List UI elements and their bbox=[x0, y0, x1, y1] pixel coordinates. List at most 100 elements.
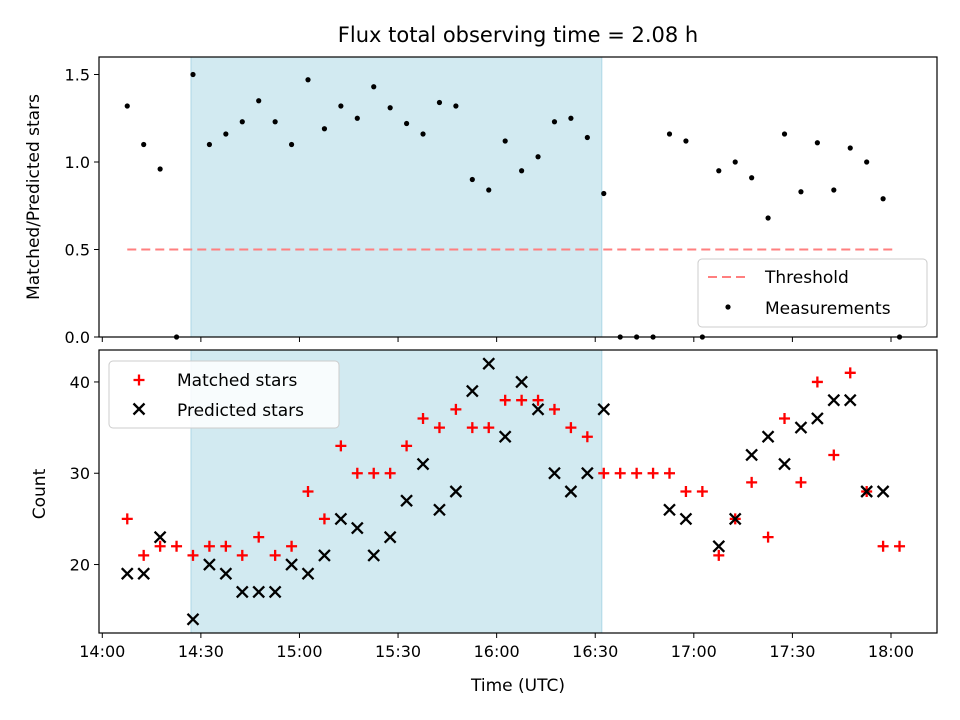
predicted-star-point bbox=[433, 503, 446, 517]
measurement-point bbox=[716, 168, 722, 174]
predicted-star-point bbox=[153, 530, 167, 544]
measurement-point bbox=[371, 84, 377, 90]
measurement-point bbox=[206, 141, 213, 148]
predicted-star-point bbox=[416, 457, 430, 471]
matched-star-point bbox=[516, 394, 528, 406]
bottom-y-tick-label: 30 bbox=[70, 464, 90, 483]
matched-star-point bbox=[154, 540, 166, 552]
measurement-point bbox=[436, 99, 443, 106]
predicted-star-point bbox=[581, 466, 594, 480]
legend-threshold-label: Threshold bbox=[764, 268, 849, 288]
predicted-star-point bbox=[564, 485, 578, 498]
bottom-x-tick-label: 16:00 bbox=[474, 642, 520, 661]
matched-star-point bbox=[368, 467, 380, 479]
predicted-star-point bbox=[252, 585, 266, 599]
matched-star-point bbox=[762, 531, 774, 543]
top-axes-frame bbox=[98, 56, 938, 338]
predicted-star-point bbox=[712, 539, 726, 553]
bottom-x-tick-label: 15:30 bbox=[375, 642, 421, 661]
top-shaded-region bbox=[190, 56, 603, 338]
x-axis-label: Time (UTC) bbox=[470, 676, 565, 696]
measurement-point bbox=[568, 115, 574, 121]
predicted-star-point bbox=[318, 549, 331, 562]
matched-star-point bbox=[138, 549, 150, 561]
top-y-tick-label: 0.5 bbox=[65, 241, 90, 260]
predicted-star-point bbox=[778, 457, 791, 471]
matched-star-point bbox=[253, 531, 265, 543]
matched-star-point bbox=[384, 467, 396, 479]
matched-star-point bbox=[696, 486, 708, 497]
predicted-star-point bbox=[482, 357, 496, 371]
matched-star-point bbox=[121, 513, 133, 525]
bottom-panel: 20 30 40 14:00 14:30 15:00 15:30 16:00 16:30 17:0… bbox=[70, 349, 938, 661]
matched-star-point bbox=[417, 412, 429, 424]
legend-measurements-swatch bbox=[725, 304, 731, 310]
legend-predicted-label: Predicted stars bbox=[177, 401, 304, 421]
matched-star-point bbox=[663, 467, 675, 479]
matched-star-point bbox=[433, 422, 445, 434]
predicted-star-point bbox=[827, 393, 841, 407]
measurement-point bbox=[223, 131, 229, 137]
matched-star-point bbox=[614, 467, 626, 479]
matched-star-point bbox=[828, 449, 840, 461]
measurement-point bbox=[880, 196, 886, 202]
measurement-point bbox=[732, 159, 738, 165]
predicted-star-point bbox=[794, 421, 808, 434]
bottom-x-tick-label: 17:30 bbox=[769, 642, 815, 661]
measurement-point bbox=[338, 103, 344, 109]
predicted-star-point bbox=[466, 384, 479, 398]
predicted-star-point bbox=[383, 530, 397, 544]
legend-measurements-label: Measurements bbox=[765, 299, 891, 319]
measurement-point bbox=[272, 119, 278, 125]
measurement-point bbox=[831, 187, 837, 193]
predicted-star-point bbox=[301, 567, 315, 580]
bottom-legend-box bbox=[108, 360, 340, 429]
legend-predicted-swatch bbox=[132, 402, 146, 416]
matched-star-point bbox=[713, 549, 725, 561]
matched-star-point bbox=[894, 540, 906, 552]
matched-star-point bbox=[318, 513, 330, 525]
measurement-point bbox=[453, 103, 459, 109]
bottom-x-tick-label: 14:00 bbox=[79, 642, 125, 661]
matched-star-point bbox=[565, 422, 577, 434]
measurement-point bbox=[814, 140, 820, 146]
matched-star-point bbox=[335, 440, 347, 452]
predicted-star-point bbox=[120, 567, 134, 580]
measurement-point bbox=[798, 189, 804, 195]
matched-star-point bbox=[171, 540, 183, 552]
predicted-star-point bbox=[745, 448, 758, 462]
matched-star-point bbox=[466, 422, 478, 434]
predicted-star-point bbox=[876, 485, 890, 498]
predicted-star-point bbox=[285, 558, 298, 571]
predicted-star-point bbox=[334, 512, 348, 526]
top-y-tick-label: 1.5 bbox=[65, 66, 90, 85]
measurement-point bbox=[288, 141, 295, 148]
measurement-point bbox=[765, 215, 771, 221]
bottom-axes-frame bbox=[98, 349, 938, 634]
measurement-point bbox=[584, 134, 590, 141]
measurement-point bbox=[141, 141, 147, 148]
measurement-point bbox=[847, 145, 853, 151]
matched-star-point bbox=[499, 394, 511, 406]
chart-title: Flux total observing time = 2.08 h bbox=[338, 23, 698, 47]
measurement-point bbox=[305, 77, 311, 83]
matched-star-point bbox=[647, 467, 659, 479]
matched-star-point bbox=[269, 549, 281, 561]
predicted-star-point bbox=[219, 567, 233, 580]
predicted-star-point bbox=[679, 512, 693, 526]
measurement-point bbox=[256, 98, 262, 104]
predicted-star-point bbox=[268, 585, 282, 599]
measurement-point bbox=[124, 103, 130, 109]
matched-star-point bbox=[795, 476, 807, 488]
measurement-point bbox=[239, 119, 245, 125]
predicted-star-point bbox=[761, 430, 775, 444]
predicted-star-point bbox=[597, 403, 611, 416]
predicted-star-point bbox=[531, 403, 545, 416]
predicted-star-point bbox=[498, 430, 512, 444]
measurement-point bbox=[469, 176, 475, 183]
measurement-point bbox=[420, 131, 426, 137]
matched-star-point bbox=[548, 403, 560, 415]
measurement-point bbox=[535, 154, 541, 160]
measurement-point bbox=[864, 159, 870, 165]
